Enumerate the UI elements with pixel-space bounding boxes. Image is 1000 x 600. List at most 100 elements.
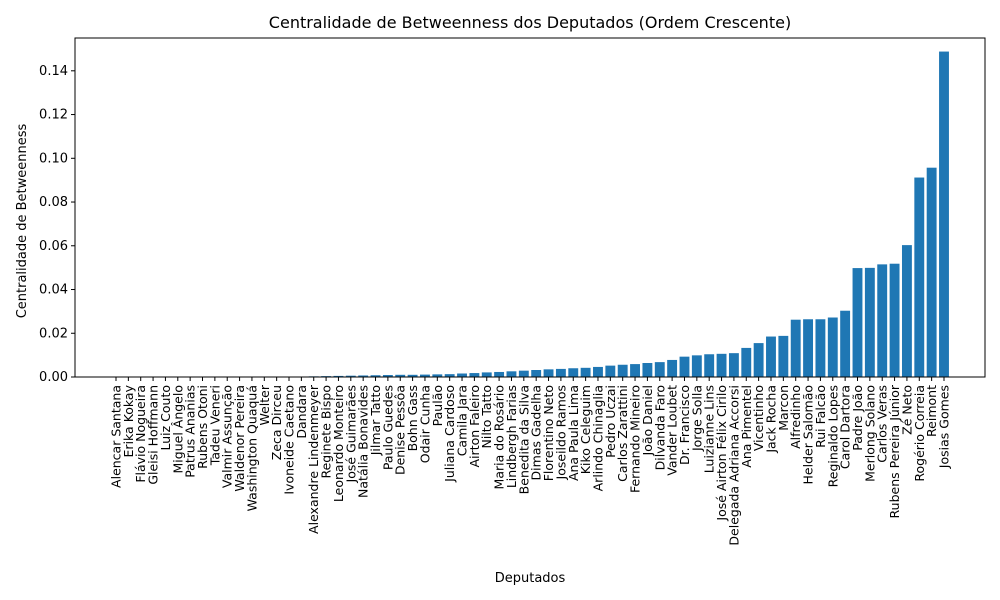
- x-tick-label: Jorge Solla: [689, 385, 704, 452]
- bar: [395, 374, 406, 377]
- x-tick-label: Dilvanda Faro: [652, 385, 667, 470]
- x-tick-label: Benedita da Silva: [516, 385, 531, 494]
- x-tick-label: Jack Rocha: [763, 385, 778, 454]
- y-tick-label: 0.04: [39, 283, 68, 298]
- x-tick-label: Alfredinho: [788, 385, 803, 449]
- y-tick-label: 0.06: [39, 239, 68, 254]
- x-tick-label: Reginaldo Lopes: [825, 385, 840, 487]
- bar: [889, 263, 900, 377]
- x-tick-label: Odair Cunha: [417, 385, 432, 463]
- x-tick-label: Valmir Assunção: [220, 385, 235, 488]
- x-tick-label: Nilto Tatto: [479, 385, 494, 449]
- bar: [420, 374, 430, 377]
- chart-title: Centralidade de Betweenness dos Deputado…: [269, 13, 791, 32]
- x-tick-label: Ivoneide Caetano: [282, 385, 297, 495]
- x-tick-label: Zeca Dirceu: [269, 385, 284, 460]
- x-tick-label: Tadeu Veneri: [207, 385, 222, 466]
- y-axis-ticks: 0.00 0.02 0.04 0.06 0.08 0.10 0.12 0.14: [39, 64, 75, 385]
- x-tick-label: Arlindo Chinaglia: [590, 385, 605, 491]
- x-tick-label: Washington Quaquá: [244, 385, 259, 511]
- bar: [432, 374, 443, 377]
- x-tick-label: Carol Dartora: [838, 385, 853, 469]
- x-tick-label: Kiko Celeguim: [578, 385, 593, 474]
- y-tick-label: 0.14: [39, 64, 68, 79]
- bar: [926, 167, 937, 377]
- bar: [382, 375, 393, 377]
- bar: [877, 264, 888, 377]
- x-tick-label: Rubens Otoni: [195, 385, 210, 469]
- bar: [543, 369, 554, 377]
- x-tick-label: Rui Falcão: [813, 385, 828, 448]
- bar: [506, 371, 517, 377]
- x-tick-label: Helder Salomão: [801, 385, 816, 485]
- y-tick-label: 0.00: [39, 370, 68, 385]
- bar: [691, 355, 702, 377]
- x-tick-label: Leonardo Monteiro: [331, 385, 346, 502]
- x-tick-label: Fernando Mineiro: [628, 385, 643, 493]
- x-tick-label: Ana Pimentel: [739, 385, 754, 468]
- x-tick-label: Paulo Guedes: [380, 385, 395, 470]
- bar: [345, 375, 356, 377]
- x-tick-label: Denise Pessôa: [393, 385, 408, 475]
- bar: [494, 371, 505, 377]
- bar: [864, 267, 875, 377]
- bar: [901, 245, 912, 377]
- x-tick-label: Luiz Couto: [158, 385, 173, 451]
- bar: [667, 359, 678, 377]
- x-tick-label: Flávio Nogueira: [133, 385, 148, 483]
- bar: [815, 319, 826, 377]
- bar: [654, 362, 665, 377]
- bar: [481, 372, 492, 377]
- bar: [580, 367, 591, 377]
- x-tick-label: Joseildo Ramos: [553, 385, 568, 480]
- bar: [728, 353, 739, 377]
- bar: [741, 347, 752, 377]
- x-tick-label: Juliana Cardoso: [442, 385, 457, 483]
- x-tick-label: Maria do Rosário: [492, 385, 507, 489]
- bar: [605, 365, 616, 377]
- bar: [766, 336, 776, 377]
- x-tick-label: Luizianne Lins: [702, 385, 717, 473]
- bar: [593, 366, 603, 377]
- x-tick-label: Vicentinho: [751, 385, 766, 451]
- x-tick-label: Patrus Ananias: [183, 385, 198, 478]
- plot-frame: [74, 37, 986, 378]
- y-tick-label: 0.12: [39, 108, 68, 123]
- bar: [617, 364, 628, 377]
- x-tick-label: Miguel Ângelo: [170, 385, 185, 473]
- x-tick-label: Reginete Bispo: [319, 385, 334, 479]
- bar: [358, 375, 369, 377]
- bar: [370, 375, 381, 377]
- bar: [914, 177, 925, 377]
- y-axis-label: Centralidade de Betweenness: [15, 123, 30, 318]
- x-tick-label: Welter: [257, 384, 272, 425]
- x-tick-label: Alexandre Lindenmeyer: [306, 384, 321, 534]
- x-tick-label: Alencar Santana: [109, 385, 124, 488]
- x-tick-label: Paulão: [430, 385, 445, 426]
- bar: [778, 335, 789, 377]
- x-tick-label: Padre João: [850, 385, 865, 451]
- x-tick-label: Gleisi Hoffmann: [146, 385, 161, 485]
- x-tick-label: Marcon: [776, 385, 791, 431]
- x-tick-label: Josias Gomes: [937, 385, 952, 469]
- bar: [679, 356, 690, 377]
- x-tick-label: Carlos Veras: [875, 385, 890, 463]
- bar: [840, 310, 851, 377]
- x-axis-label: Deputados: [495, 571, 566, 586]
- x-tick-label: Ana Paula Lima: [566, 385, 581, 481]
- bar: [642, 363, 653, 377]
- x-tick-label: Dr. Francisco: [677, 385, 692, 465]
- x-tick-label: Reimont: [924, 385, 939, 437]
- x-tick-label: Waldenor Pereira: [232, 385, 247, 492]
- x-tick-label: Bohn Gass: [405, 385, 420, 451]
- bar: [939, 51, 949, 378]
- x-tick-label: Jilmar Tatto: [368, 385, 383, 456]
- x-tick-label: Pedro Uczai: [603, 385, 618, 458]
- bar: [790, 319, 801, 377]
- x-tick-label: Lindbergh Farias: [504, 385, 519, 488]
- bar: [716, 353, 727, 377]
